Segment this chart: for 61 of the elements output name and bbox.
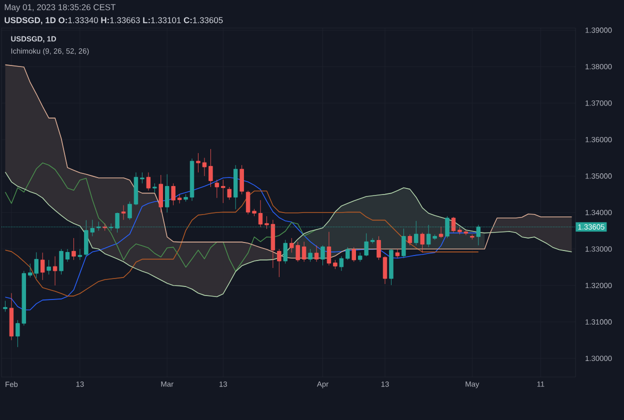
candlestick [78,248,82,260]
candlestick [470,234,474,240]
candlestick [258,200,263,228]
candlestick [233,164,238,210]
candlestick [389,248,394,286]
candlestick [408,234,412,246]
candlestick [420,232,424,253]
candlestick [270,220,276,268]
candlestick [376,236,381,260]
candlestick [451,216,456,233]
candlestick [382,256,388,284]
candlestick [227,186,232,200]
candlestick [171,183,176,206]
candlestick [302,241,306,262]
chart-title: May 01, 2023 18:35:26 CEST [4,4,116,12]
candlestick [264,216,269,230]
candlestick [146,172,151,191]
candlestick [308,248,312,262]
candlestick [202,158,207,176]
candlestick [52,256,58,286]
candlestick [9,292,14,340]
candlestick [252,208,256,216]
candlestick [283,240,288,264]
candlestick [370,238,375,244]
chart-subtitle: USDSGD, 1D O:1.33340 H:1.33663 L:1.33101 C:1.33605 [4,17,223,24]
candlestick [59,248,64,275]
candlestick [346,246,350,260]
candlestick [314,245,319,262]
candlestick [72,238,76,260]
candlestick [438,226,444,238]
candlestick [208,148,213,188]
candlestick [358,252,362,262]
candlestick [40,252,45,280]
candlestick [326,232,332,266]
candlestick [158,174,163,213]
candlestick [221,179,226,204]
candlestick [102,223,107,232]
candlestick [134,172,138,206]
candlestick [164,174,170,213]
candlestick [65,248,70,262]
candlestick [152,183,157,193]
candlestick [364,233,368,257]
candlestick [240,164,244,195]
candlestick [320,245,325,266]
candlestick [177,194,182,204]
candlestick [196,152,200,173]
candlestick [339,256,344,272]
candlestick [333,260,338,270]
candlestick [277,248,282,278]
candlestick [190,158,194,202]
candlestick [121,204,126,220]
candlestick [352,246,356,262]
candlestick [46,260,51,275]
candlestick [395,248,400,258]
line-series [4,162,317,272]
candlestick [214,179,220,198]
candlestick [246,190,250,215]
candlestick [128,201,132,220]
candlestick [3,300,8,312]
candlestick [140,172,144,184]
candlestick [184,194,188,202]
